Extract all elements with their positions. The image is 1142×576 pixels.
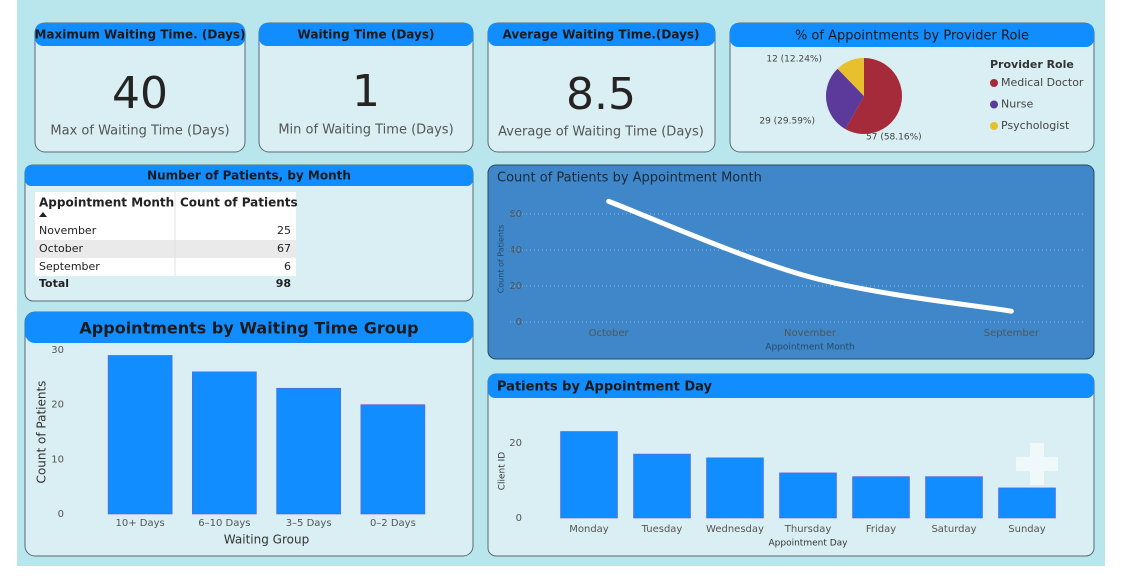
legend-swatch [990, 122, 998, 130]
x-tick-label: Saturday [931, 524, 976, 535]
row-band [35, 240, 296, 258]
bar [633, 453, 691, 519]
legend-entry: Nurse [1001, 98, 1033, 111]
chart-title: % of Appointments by Provider Role [795, 29, 1029, 44]
bar [107, 355, 173, 515]
y-tick-label: 20 [509, 438, 522, 449]
y-axis-label: Count of Patients [497, 225, 506, 294]
y-tick-label: 10 [51, 454, 64, 465]
x-tick-label: Sunday [1008, 524, 1045, 535]
legend-swatch [990, 79, 998, 87]
data-label: 57 (58.16%) [866, 133, 922, 143]
table-cell: October [39, 242, 83, 255]
x-tick-label: Tuesday [641, 524, 683, 535]
column-header: Appointment Month [39, 196, 174, 210]
x-tick-label: 6–10 Days [198, 518, 250, 529]
card-title: Average Waiting Time.(Days) [502, 28, 699, 42]
legend-entry: Psychologist [1001, 119, 1070, 132]
legend-title: Provider Role [990, 58, 1074, 71]
table-cell: November [39, 224, 97, 237]
kpi-value: 1 [352, 66, 380, 117]
legend-entry: Medical Doctor [1001, 76, 1084, 89]
line-series [606, 198, 1014, 314]
y-tick-label: 60 [509, 209, 522, 220]
bar [192, 371, 257, 515]
data-label: 12 (12.24%) [766, 55, 822, 65]
x-axis-label: Appointment Month [765, 343, 854, 353]
card-header [259, 23, 473, 46]
bar [925, 476, 983, 519]
y-tick-label: 0 [58, 509, 64, 520]
y-tick-label: 0 [516, 513, 522, 524]
x-axis-label: Waiting Group [224, 533, 309, 547]
bar [779, 472, 837, 519]
bar [852, 476, 910, 519]
card-title: Waiting Time (Days) [298, 28, 435, 42]
table-total: 98 [276, 277, 291, 290]
sort-arrow [39, 212, 47, 217]
pie-slice [837, 58, 864, 96]
card-header [25, 165, 473, 186]
x-tick-label: October [589, 328, 630, 339]
card-header [488, 374, 1094, 398]
decor-cross [1016, 443, 1058, 485]
table-total: Total [39, 277, 69, 290]
y-tick-label: 40 [509, 245, 522, 256]
kpi-value: 8.5 [566, 69, 636, 120]
x-tick-label: 0–2 Days [370, 518, 416, 529]
table-title: Number of Patients, by Month [147, 169, 351, 183]
bar [360, 404, 426, 515]
bar [276, 387, 341, 515]
y-tick-label: 20 [509, 281, 522, 292]
table-cell: September [39, 260, 100, 273]
y-tick-label: 20 [51, 400, 64, 411]
bar [998, 487, 1056, 519]
column-header: Count of Patients [180, 196, 298, 210]
chart-title: Appointments by Waiting Time Group [79, 319, 418, 338]
x-axis-label: Appointment Day [769, 539, 849, 549]
y-axis-label: Client ID [498, 452, 508, 491]
card-header [488, 23, 715, 46]
pie-slice [845, 58, 902, 134]
kpi-label: Average of Waiting Time (Days) [498, 125, 704, 140]
legend-swatch [990, 100, 998, 109]
x-tick-label: Thursday [784, 524, 832, 535]
chart-title: Count of Patients by Appointment Month [497, 171, 762, 186]
x-tick-label: Monday [569, 524, 609, 535]
kpi-label: Min of Waiting Time (Days) [278, 123, 453, 138]
x-tick-label: 3–5 Days [286, 518, 332, 529]
x-tick-label: Friday [866, 524, 896, 535]
pie-slice [826, 68, 864, 130]
table-cell: 67 [277, 242, 291, 255]
x-tick-label: 10+ Days [116, 518, 165, 529]
table-cell: 6 [284, 260, 291, 273]
bar [706, 457, 764, 519]
table-cell: 25 [277, 224, 291, 237]
card-header [730, 23, 1094, 47]
x-tick-label: September [984, 328, 1040, 339]
kpi-label: Max of Waiting Time (Days) [50, 124, 229, 139]
table-body [35, 192, 296, 276]
y-axis-label: Count of Patients [35, 381, 49, 484]
x-tick-label: November [784, 328, 837, 339]
x-tick-label: Wednesday [706, 524, 764, 535]
chart-title: Patients by Appointment Day [497, 380, 713, 395]
y-tick-label: 30 [51, 345, 64, 356]
card-header [35, 23, 245, 46]
card-header [25, 312, 473, 343]
card-title: Maximum Waiting Time. (Days) [34, 28, 245, 42]
kpi-value: 40 [112, 68, 168, 119]
data-label: 29 (29.59%) [759, 117, 815, 127]
bar [560, 431, 618, 519]
table-rows: November 25 October 67 September 6 Total 98 [39, 224, 291, 290]
